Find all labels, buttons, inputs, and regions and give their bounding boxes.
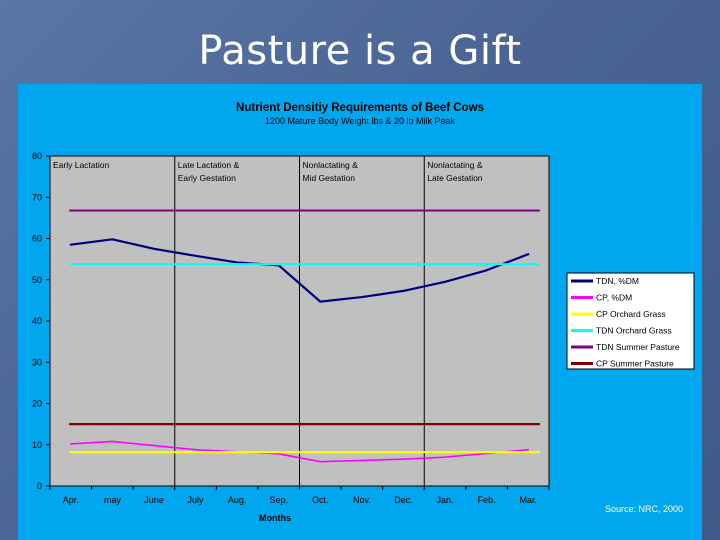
chart-subtitle: 1200 Mature Body Weight lbs & 20 lb Milk… bbox=[265, 116, 455, 126]
x-tick-label: Aug. bbox=[228, 495, 247, 505]
legend-label: TDN Summer Pasture bbox=[596, 342, 680, 352]
phase-label: Mid Gestation bbox=[303, 173, 356, 183]
x-tick-label: Nov. bbox=[353, 495, 371, 505]
y-tick-label: 40 bbox=[32, 316, 42, 326]
y-tick-label: 30 bbox=[32, 357, 42, 367]
x-tick-label: Jan. bbox=[437, 495, 454, 505]
x-tick-label: Apr. bbox=[63, 495, 79, 505]
phase-label: Early Gestation bbox=[178, 173, 236, 183]
legend-label: TDN, %DM bbox=[596, 276, 639, 286]
y-tick-label: 0 bbox=[37, 481, 42, 491]
phase-label: Late Gestation bbox=[427, 173, 483, 183]
slide-title: Pasture is a Gift bbox=[198, 28, 522, 74]
series-line-tdn-dm bbox=[69, 238, 530, 303]
x-axis-label: Months bbox=[259, 513, 291, 523]
y-tick-label: 10 bbox=[32, 440, 42, 450]
series-line-cp-dm bbox=[69, 440, 530, 463]
legend-label: CP, %DM bbox=[596, 293, 632, 303]
x-tick-label: Sep. bbox=[269, 495, 288, 505]
x-tick-label: Oct. bbox=[312, 495, 329, 505]
phase-label: Nonlactating & bbox=[303, 160, 359, 170]
y-tick-label: 70 bbox=[32, 192, 42, 202]
y-tick-label: 50 bbox=[32, 275, 42, 285]
x-tick-label: July bbox=[188, 495, 205, 505]
source-note: Source: NRC, 2000 bbox=[605, 504, 683, 514]
phase-label: Late Lactation & bbox=[178, 160, 240, 170]
legend-label: TDN Orchard Grass bbox=[596, 326, 672, 336]
phase-label: Early Lactation bbox=[53, 160, 109, 170]
y-tick-label: 80 bbox=[32, 151, 42, 161]
chart-title: Nutrient Densitiy Requirements of Beef C… bbox=[236, 102, 484, 114]
legend-box bbox=[566, 272, 695, 370]
y-tick-label: 60 bbox=[32, 234, 42, 244]
legend-label: CP Summer Pasture bbox=[596, 359, 674, 369]
x-tick-label: Mar. bbox=[519, 495, 537, 505]
x-tick-label: Dec. bbox=[394, 495, 413, 505]
x-tick-label: may bbox=[104, 495, 122, 505]
x-tick-label: Feb. bbox=[478, 495, 496, 505]
y-tick-label: 20 bbox=[32, 399, 42, 409]
x-tick-label: June bbox=[144, 495, 164, 505]
legend-label: CP Orchard Grass bbox=[596, 309, 666, 319]
phase-label: Nonlactating & bbox=[427, 160, 483, 170]
